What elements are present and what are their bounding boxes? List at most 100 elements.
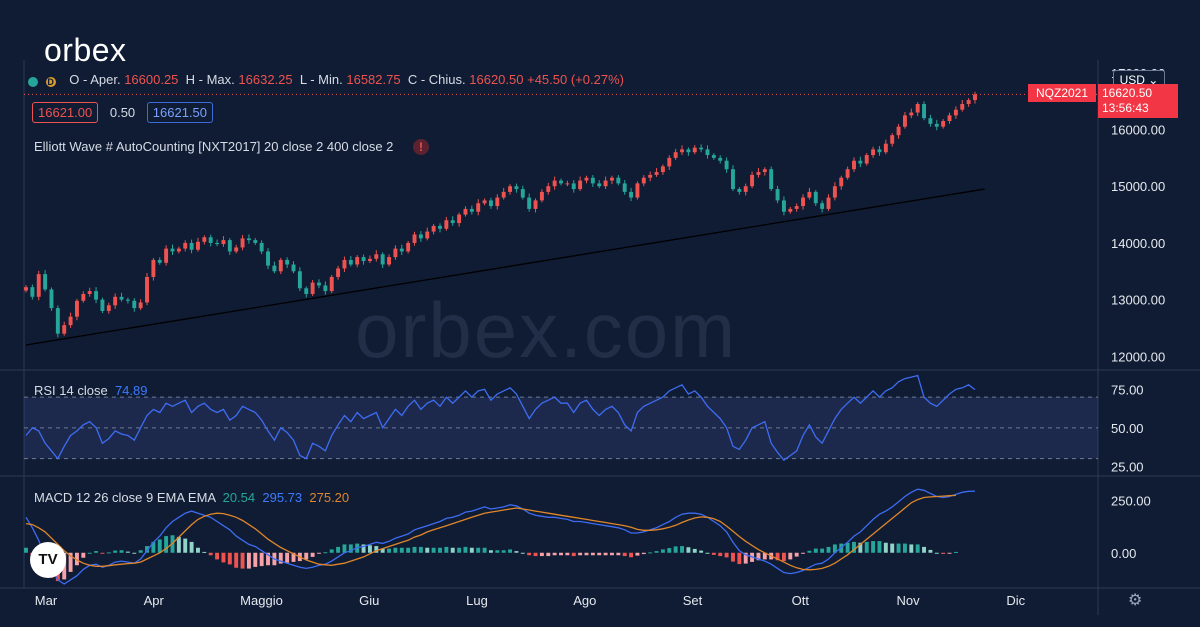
order-panel: 16621.00 0.50 16621.50 (32, 102, 214, 123)
candle (527, 197, 532, 209)
candle (902, 115, 907, 127)
macd-legend[interactable]: MACD 12 26 close 9 EMA EMA 20.54 295.73 … (34, 490, 349, 505)
candle (762, 169, 767, 173)
macd-signal-value: 275.20 (309, 490, 350, 505)
x-axis-label: Nov (896, 593, 920, 608)
macd-histogram-bar (418, 546, 423, 553)
macd-histogram-bar (361, 544, 366, 553)
candle (941, 121, 946, 127)
macd-histogram-bar (380, 548, 385, 553)
candle (297, 271, 302, 289)
currency-label: USD (1119, 73, 1145, 87)
candle (578, 180, 583, 190)
macd-histogram-bar (151, 541, 156, 553)
open-label: O - Aper. (69, 72, 121, 87)
macd-histogram-bar (890, 543, 895, 553)
candle (157, 259, 162, 263)
candle (164, 248, 169, 263)
candle (106, 305, 111, 311)
candle (635, 183, 640, 198)
candle (852, 160, 856, 170)
candle (686, 149, 691, 153)
candle (597, 183, 602, 187)
orbex-logo: orbex (44, 32, 127, 68)
rsi-legend[interactable]: RSI 14 close 74.89 (34, 383, 147, 398)
candle (495, 197, 500, 207)
macd-histogram-bar (584, 552, 589, 556)
macd-histogram-bar (852, 541, 856, 553)
candle (418, 234, 423, 239)
macd-histogram-bar (94, 551, 99, 553)
macd-histogram-bar (329, 549, 334, 553)
macd-histogram-bar (431, 547, 436, 553)
macd-histogram-bar (234, 552, 239, 568)
candle (508, 186, 513, 192)
candle (883, 143, 888, 153)
macd-histogram-bar (953, 551, 958, 553)
candle (756, 172, 761, 175)
elliott-wave-indicator-title[interactable]: Elliott Wave # AutoCounting [NXT2017] 20… (34, 139, 430, 155)
candle (731, 169, 735, 190)
candle (711, 155, 716, 158)
warning-icon[interactable]: ! (413, 139, 430, 155)
indicator-label: Elliott Wave # AutoCounting [NXT2017] 20… (34, 139, 394, 154)
candle (215, 242, 220, 245)
tradingview-logo-icon[interactable]: TV (30, 542, 66, 578)
candle (692, 147, 697, 153)
macd-histogram-bar (221, 552, 226, 563)
candle (119, 296, 124, 300)
candle (520, 189, 525, 198)
macd-histogram-bar (794, 552, 799, 557)
buy-button[interactable]: 16621.50 (146, 102, 214, 123)
macd-histogram-bar (909, 544, 914, 553)
macd-histogram-bar (609, 552, 614, 556)
candle (966, 100, 971, 105)
macd-histogram-bar (826, 546, 831, 553)
macd-line (25, 488, 976, 585)
macd-histogram-bar (310, 552, 315, 557)
macd-histogram-bar (336, 546, 341, 553)
macd-histogram-bar (125, 551, 130, 553)
macd-histogram-bar (113, 550, 118, 553)
macd-histogram-bar (539, 552, 544, 557)
rsi-tick-label: 75.00 (1111, 382, 1144, 397)
macd-histogram-bar (106, 552, 111, 554)
candle (412, 234, 417, 243)
candle (469, 208, 474, 212)
macd-histogram-bar (864, 541, 869, 553)
macd-histogram-bar (476, 547, 481, 553)
candle (380, 254, 385, 265)
market-open-icon (28, 76, 38, 87)
macd-histogram-bar (119, 550, 124, 553)
macd-histogram-bar (202, 551, 207, 553)
macd-histogram-bar (915, 544, 920, 553)
macd-histogram-bar (635, 552, 640, 556)
sell-button[interactable]: 16621.00 (32, 102, 99, 123)
candle (864, 155, 869, 164)
macd-histogram-bar (240, 552, 245, 569)
candle (947, 115, 952, 122)
macd-histogram-bar (495, 550, 500, 553)
interval-badge[interactable]: D (45, 76, 56, 87)
watermark: orbex.com (355, 286, 738, 374)
macd-signal-line (25, 494, 956, 571)
spread-value: 0.50 (109, 105, 136, 120)
candle (266, 251, 270, 266)
candle (960, 104, 965, 110)
gear-icon[interactable]: ⚙ (1128, 592, 1143, 609)
candle (909, 112, 914, 116)
macd-histogram-bar (463, 546, 468, 553)
candle (629, 191, 634, 198)
macd-histogram-bar (208, 552, 213, 556)
macd-histogram-bar (883, 542, 888, 553)
price-tick-label: 15000.00 (1111, 179, 1165, 194)
open-value: 16600.25 (124, 72, 179, 87)
candle (718, 157, 723, 161)
x-axis-label: Dic (1006, 593, 1025, 608)
macd-histogram-bar (718, 552, 723, 557)
macd-histogram-bar (412, 546, 417, 553)
macd-histogram-bar (820, 548, 825, 553)
low-value: 16582.75 (346, 72, 401, 87)
macd-histogram-bar (444, 546, 449, 553)
